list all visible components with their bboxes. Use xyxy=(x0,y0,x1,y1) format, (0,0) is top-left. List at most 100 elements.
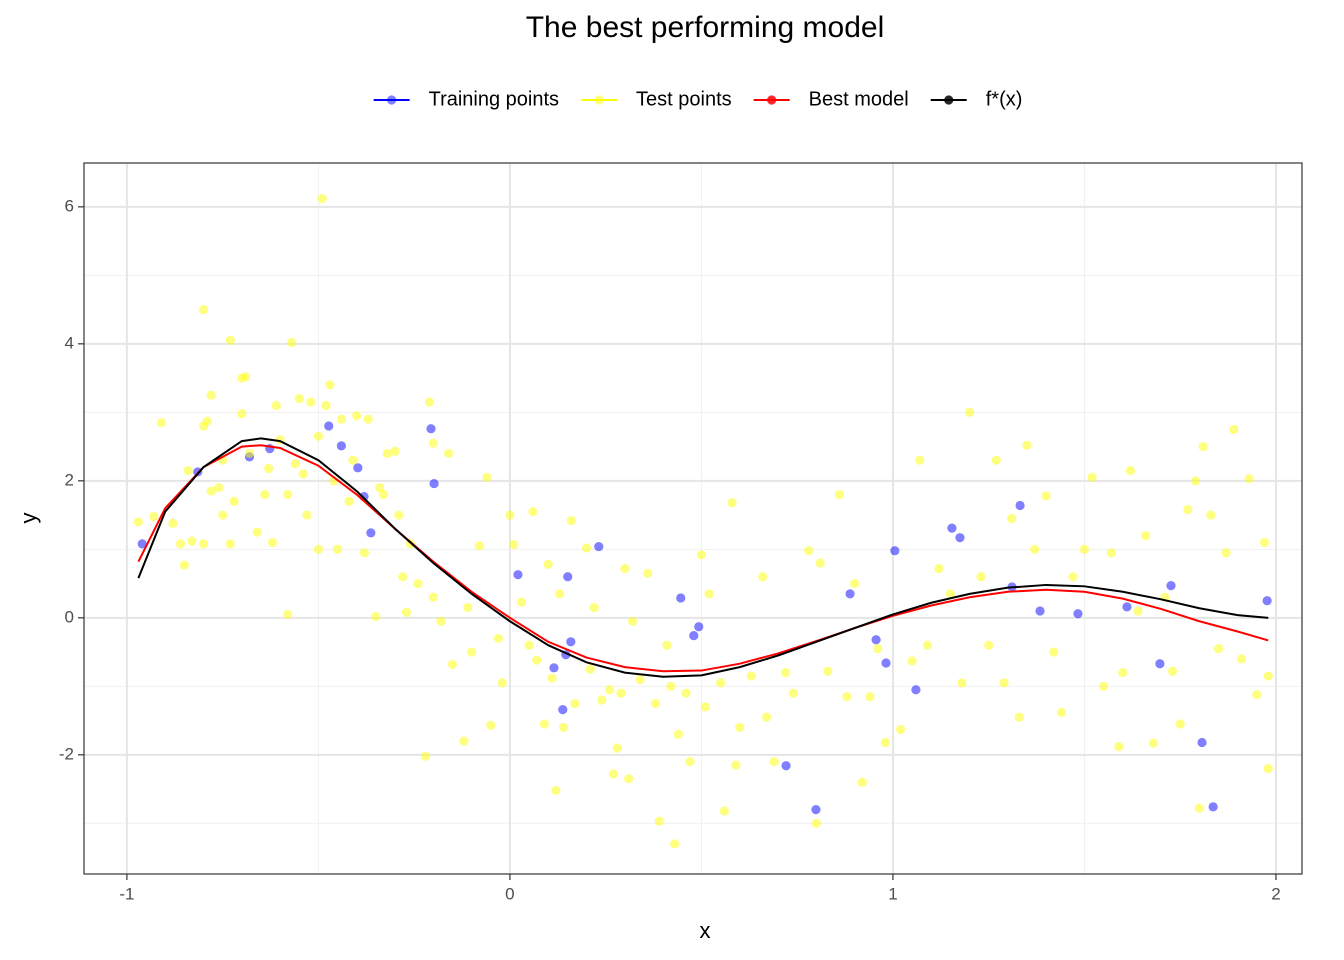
point xyxy=(616,688,626,698)
point xyxy=(845,589,855,599)
point xyxy=(811,805,821,815)
point xyxy=(957,678,967,688)
point xyxy=(363,414,373,424)
point xyxy=(229,496,239,506)
point xyxy=(1079,544,1090,554)
point xyxy=(955,533,965,543)
point xyxy=(252,527,262,537)
point xyxy=(1014,712,1024,722)
point xyxy=(834,489,844,500)
point xyxy=(991,455,1001,465)
point xyxy=(1041,491,1051,501)
point xyxy=(398,572,408,582)
point xyxy=(1229,424,1239,435)
point xyxy=(823,666,833,676)
point xyxy=(1118,668,1128,678)
point xyxy=(1167,666,1178,676)
point xyxy=(715,678,726,688)
point xyxy=(694,622,704,632)
point xyxy=(260,489,270,500)
point xyxy=(781,668,791,678)
point xyxy=(555,589,565,599)
point xyxy=(1049,647,1059,657)
point xyxy=(244,448,255,459)
point xyxy=(594,541,604,552)
y-tick-label: 6 xyxy=(65,196,74,215)
point xyxy=(1236,654,1247,664)
point xyxy=(1190,476,1201,486)
point xyxy=(947,523,957,533)
point xyxy=(421,751,431,761)
point xyxy=(183,465,193,476)
point xyxy=(225,335,235,346)
point xyxy=(375,483,385,493)
point xyxy=(746,671,756,681)
point xyxy=(719,806,730,816)
point xyxy=(133,517,143,527)
point xyxy=(428,438,438,448)
point xyxy=(1068,572,1078,582)
point xyxy=(137,539,147,549)
y-tick-label: 0 xyxy=(65,607,74,626)
point xyxy=(325,380,335,390)
point xyxy=(681,688,691,698)
point xyxy=(271,400,281,411)
point xyxy=(850,578,860,589)
point xyxy=(704,589,714,599)
legend-label: Test points xyxy=(636,88,732,110)
point xyxy=(911,685,921,695)
point xyxy=(1125,465,1136,476)
point xyxy=(1133,606,1143,616)
point xyxy=(528,507,538,517)
point xyxy=(382,448,392,459)
point xyxy=(1056,707,1067,717)
point xyxy=(915,455,925,465)
point xyxy=(1114,741,1124,752)
point xyxy=(298,469,308,479)
point xyxy=(585,664,595,674)
point xyxy=(1198,441,1208,452)
point xyxy=(871,635,881,645)
point xyxy=(1259,537,1270,548)
point xyxy=(267,537,278,548)
y-axis-title: y xyxy=(16,513,41,524)
point xyxy=(865,691,875,702)
point xyxy=(570,698,580,709)
point xyxy=(187,536,197,546)
point xyxy=(532,655,542,665)
point xyxy=(1106,548,1116,558)
point xyxy=(332,544,343,554)
point xyxy=(283,609,293,619)
point xyxy=(857,777,867,787)
point xyxy=(225,539,235,549)
point xyxy=(1252,689,1262,700)
x-tick-label: 2 xyxy=(1271,884,1280,903)
point xyxy=(781,761,791,771)
point xyxy=(666,681,676,691)
point xyxy=(482,472,492,483)
point xyxy=(964,407,975,417)
point xyxy=(735,722,745,733)
point xyxy=(447,659,458,669)
point xyxy=(1206,510,1216,520)
point xyxy=(321,400,331,411)
point xyxy=(769,757,779,767)
point xyxy=(168,518,178,528)
legend-item: Training points xyxy=(373,88,559,110)
point xyxy=(198,304,209,315)
legend: Training points Test points Best model f*(x… xyxy=(373,88,1022,110)
point xyxy=(1213,644,1224,654)
point xyxy=(539,719,549,729)
point xyxy=(324,421,334,431)
point xyxy=(149,511,159,522)
point xyxy=(1087,472,1097,483)
point xyxy=(218,510,228,520)
point xyxy=(549,663,559,673)
point xyxy=(390,446,400,456)
point xyxy=(336,414,346,424)
point xyxy=(1098,681,1109,691)
y-tick-label: -2 xyxy=(59,744,74,763)
point xyxy=(1197,737,1207,748)
legend-key-point xyxy=(387,95,397,105)
